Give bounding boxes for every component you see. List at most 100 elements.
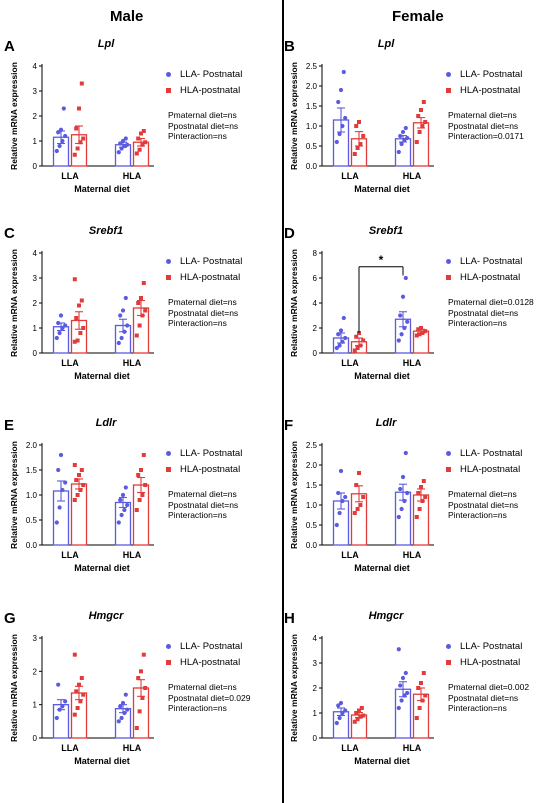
data-point <box>340 123 345 129</box>
stat-line: Pmaternal diet=ns <box>448 110 517 120</box>
data-point <box>63 323 68 328</box>
square-marker-icon <box>446 87 451 93</box>
data-point <box>116 719 121 724</box>
data-point <box>141 281 146 285</box>
stat-line: Pinteraction=ns <box>168 510 227 520</box>
data-point <box>63 480 68 485</box>
data-point <box>336 332 341 337</box>
data-point <box>423 693 428 698</box>
y-tick-label: 2.0 <box>306 461 318 470</box>
data-point <box>134 151 139 156</box>
square-marker-icon <box>446 659 451 665</box>
stat-line: Ppostnatal diet=ns <box>448 692 519 703</box>
y-tick-label: 2.0 <box>306 82 318 91</box>
panel-e: E Ldlr 0.0 0.5 1.0 1.5 2.0 Relative mRNA expres… <box>4 417 274 607</box>
y-tick-label: 0 <box>313 349 318 358</box>
column-divider <box>282 0 284 803</box>
data-point <box>336 99 341 105</box>
y-tick-label: 0.0 <box>306 162 318 171</box>
legend-entry: HLA-postnatal <box>166 461 242 477</box>
square-marker-icon <box>166 87 171 93</box>
data-point <box>72 463 77 467</box>
gene-title: Lpl <box>377 38 395 50</box>
y-tick-label: 2.5 <box>306 441 318 450</box>
data-point <box>420 698 425 703</box>
data-point <box>423 329 428 334</box>
x-axis-label: Maternal diet <box>354 371 410 381</box>
y-tick-label: 3 <box>33 274 38 283</box>
data-point <box>423 495 428 499</box>
data-point <box>81 326 86 330</box>
data-point <box>136 676 141 680</box>
legend-label: LLA- Postnatal <box>460 255 523 267</box>
data-point <box>419 485 423 489</box>
data-point <box>336 490 341 496</box>
data-point <box>78 488 83 492</box>
data-point <box>125 502 130 508</box>
data-point <box>334 522 339 528</box>
x-tick-label: HLA <box>403 743 422 753</box>
x-tick-label: HLA <box>403 171 422 181</box>
stat-line: Pmaternal diet=ns <box>168 110 237 120</box>
data-point <box>78 140 83 145</box>
circle-marker-icon <box>166 71 171 77</box>
data-point <box>398 486 403 492</box>
legend-entry: LLA- Postnatal <box>446 253 522 269</box>
data-point <box>141 652 146 657</box>
data-point <box>334 345 339 351</box>
legend: LLA- Postnatal HLA-postnatal <box>446 253 522 285</box>
bar-hla-postnatal-hla <box>412 122 430 167</box>
data-point <box>140 696 145 700</box>
data-point <box>72 339 77 344</box>
data-point <box>60 325 65 331</box>
data-point <box>136 301 141 305</box>
legend-label: LLA- Postnatal <box>180 68 243 80</box>
data-point <box>56 467 61 473</box>
legend: LLA- Postnatal HLA-postnatal <box>446 445 522 477</box>
y-tick-label: 0.5 <box>306 521 318 530</box>
panel-d: D Srebf1 0 2 4 6 8 Relative mRNA expression LLA H… <box>284 225 550 415</box>
y-tick-label: 1.0 <box>306 122 318 131</box>
data-point <box>58 127 64 132</box>
data-point <box>123 485 128 490</box>
square-marker-icon <box>446 466 451 472</box>
x-tick-label: HLA <box>123 358 142 368</box>
circle-marker-icon <box>446 258 451 264</box>
legend-label: HLA-postnatal <box>180 84 241 96</box>
legend: LLA- Postnatal HLA-postnatal <box>166 253 242 285</box>
y-tick-label: 8 <box>313 249 318 258</box>
data-point <box>54 715 59 721</box>
data-point <box>354 334 359 339</box>
female-column-header: Female <box>392 8 444 25</box>
statistics-text: Pmaternal diet=0.002 Ppostnatal diet=ns Pi… <box>448 682 529 714</box>
y-tick-label: 3 <box>313 659 318 668</box>
data-point <box>123 295 128 301</box>
data-point <box>140 142 145 147</box>
data-point <box>116 340 121 346</box>
data-point <box>136 136 141 141</box>
data-point <box>140 493 145 497</box>
data-point <box>396 705 401 711</box>
data-point <box>355 346 360 350</box>
data-point <box>414 515 419 519</box>
data-point <box>61 106 66 111</box>
data-point <box>137 709 142 714</box>
data-point <box>79 298 84 303</box>
y-tick-label: 1 <box>313 709 318 718</box>
bar-chart: 0.0 0.5 1.0 1.5 2.0 2.5 Relative mRNA expressi… <box>289 441 434 573</box>
data-point <box>419 326 423 330</box>
stat-line: Ppostnatal diet=ns <box>448 120 519 131</box>
legend-label: HLA-postnatal <box>460 463 521 475</box>
stat-line: Pmaternal diet=0.002 <box>448 682 530 692</box>
bar-chart: 0 2 4 6 8 Relative mRNA expression LLA HLA Mater… <box>289 249 434 381</box>
data-point <box>352 348 357 353</box>
data-point <box>118 313 123 318</box>
legend: LLA- Postnatal HLA-postnatal <box>166 66 242 98</box>
data-point <box>120 138 126 144</box>
data-point <box>139 296 143 300</box>
data-point <box>414 333 419 338</box>
data-point <box>56 130 61 135</box>
data-point <box>340 710 345 716</box>
data-point <box>119 146 124 151</box>
gene-title: Srebf1 <box>88 225 124 237</box>
